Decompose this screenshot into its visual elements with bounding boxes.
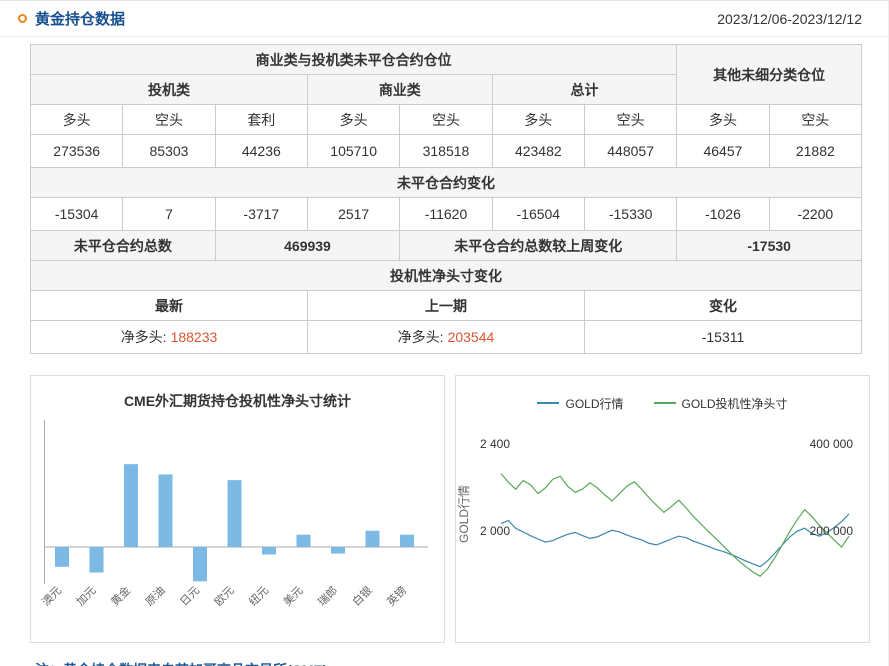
net-col-change: 变化 <box>583 290 863 321</box>
svg-text:瑞郎: 瑞郎 <box>315 583 340 608</box>
footer-note: 注：黄金持仓数据来自芝加哥商品交易所(CME) <box>18 660 327 666</box>
net-latest-label: 净多头: <box>120 329 167 345</box>
line-chart: 2 400 2 000 400 000 200 000 GOLD行情 <box>457 437 854 577</box>
svg-text:200 000: 200 000 <box>810 524 854 538</box>
svg-text:原油: 原油 <box>142 583 167 608</box>
page-title: 黄金持仓数据 <box>35 11 126 28</box>
total-label: 未平仓合约总数 <box>30 230 216 261</box>
net-col-latest: 最新 <box>30 290 308 321</box>
net-section-title: 投机性净头寸变化 <box>30 260 862 291</box>
charts-section: CME外汇期货持仓投机性净头寸统计 澳元 加元 黄金 原油 日元 欧元 纽元 美元 瑞郎 白银 英镑… <box>30 375 888 643</box>
table-row: 多头 空头 套利 多头 空头 多头 空头 多头 空头 <box>29 104 863 135</box>
line-chart-panel: GOLD行情 GOLD投机性净头寸 2 400 2 000 400 000 200 0… <box>455 375 870 643</box>
group-speculative: 投机类 <box>30 74 308 105</box>
change-value: 7 <box>122 197 216 231</box>
col-label: 多头 <box>29 104 124 135</box>
position-value: 46457 <box>676 134 770 168</box>
change-section-title: 未平仓合约变化 <box>30 167 862 198</box>
position-value: 105710 <box>306 134 401 168</box>
svg-text:GOLD行情: GOLD行情 <box>457 485 471 543</box>
svg-text:白银: 白银 <box>349 583 374 608</box>
change-value: -1026 <box>676 197 770 231</box>
page-header: 黄金持仓数据 2023/12/06-2023/12/12 <box>0 1 888 37</box>
bar-chart-title: CME外汇期货持仓投机性净头寸统计 <box>123 393 352 409</box>
bar-chart: 澳元 加元 黄金 原油 日元 欧元 纽元 美元 瑞郎 白银 英镑 <box>39 420 428 609</box>
change-value: -16504 <box>491 197 585 231</box>
position-value: 448057 <box>583 134 678 168</box>
change-value: -15304 <box>29 197 124 231</box>
table-row: 商业类与投机类未平仓合约仓位 其他未细分类仓位 <box>29 44 862 105</box>
svg-text:纽元: 纽元 <box>246 583 271 608</box>
table-row: 未平仓合约变化 <box>30 167 862 198</box>
table-row: 273536 85303 44236 105710 318518 423482 … <box>29 134 863 168</box>
table-main-title: 商业类与投机类未平仓合约仓位 <box>29 44 678 75</box>
col-label: 套利 <box>214 104 308 135</box>
week-change-value: -17530 <box>676 230 862 261</box>
change-value: -15330 <box>583 197 678 231</box>
svg-text:400 000: 400 000 <box>810 437 854 451</box>
col-label: 多头 <box>676 104 770 135</box>
svg-text:澳元: 澳元 <box>39 584 64 609</box>
group-commercial: 商业类 <box>306 74 493 105</box>
position-value: 44236 <box>214 134 308 168</box>
col-label: 空头 <box>768 104 863 135</box>
svg-text:日元: 日元 <box>178 585 202 609</box>
date-range: 2023/12/06-2023/12/12 <box>717 10 862 27</box>
position-value: 423482 <box>491 134 585 168</box>
group-total: 总计 <box>491 74 678 105</box>
page-title-group: 黄金持仓数据 <box>18 8 125 29</box>
line-chart-legend: GOLD行情 GOLD投机性净头寸 <box>456 376 869 414</box>
change-value: -2200 <box>768 197 863 231</box>
table-row: 投机类 商业类 总计 <box>30 74 862 105</box>
table-other-title: 其他未细分类仓位 <box>676 44 862 105</box>
positions-table: 商业类与投机类未平仓合约仓位 其他未细分类仓位 投机类 商业类 总计 多头 空头… <box>29 44 863 354</box>
svg-text:加元: 加元 <box>74 584 99 609</box>
table-row: -15304 7 -3717 2517 -11620 -16504 -15330… <box>29 197 863 231</box>
legend-item-gold-price[interactable]: GOLD行情 <box>537 395 624 412</box>
svg-text:欧元: 欧元 <box>212 584 237 609</box>
position-value: 85303 <box>122 134 216 168</box>
col-label: 空头 <box>583 104 678 135</box>
change-value: -11620 <box>399 197 493 231</box>
week-change-label: 未平仓合约总数较上周变化 <box>399 230 678 261</box>
svg-text:美元: 美元 <box>281 584 306 609</box>
svg-text:黄金: 黄金 <box>108 583 133 608</box>
net-previous-label: 净多头: <box>397 329 444 345</box>
change-value: -3717 <box>214 197 308 231</box>
legend-item-net-position[interactable]: GOLD投机性净头寸 <box>653 395 788 412</box>
section-bullet-icon <box>18 14 27 23</box>
change-value: 2517 <box>306 197 401 231</box>
table-row: 最新 上一期 变化 <box>30 290 863 321</box>
bar-chart-panel: CME外汇期货持仓投机性净头寸统计 澳元 加元 黄金 原油 日元 欧元 纽元 美元 瑞郎 白银 英镑 <box>30 375 445 643</box>
net-position-line-swatch <box>653 402 676 404</box>
table-row: 净多头: 188233 净多头: 203544 -15311 <box>30 320 863 354</box>
gold-price-line-swatch <box>537 402 560 404</box>
table-row: 投机性净头寸变化 <box>30 260 862 291</box>
table-row: 未平仓合约总数 469939 未平仓合约总数较上周变化 -17530 <box>30 230 862 261</box>
net-col-previous: 上一期 <box>306 290 585 321</box>
position-value: 21882 <box>768 134 863 168</box>
position-value: 273536 <box>29 134 124 168</box>
legend-label: GOLD投机性净头寸 <box>681 396 788 411</box>
net-latest-cell: 净多头: 188233 <box>30 320 308 354</box>
net-previous-cell: 净多头: 203544 <box>306 320 585 354</box>
col-label: 多头 <box>306 104 401 135</box>
svg-text:2 400: 2 400 <box>480 437 510 451</box>
svg-text:2 000: 2 000 <box>480 524 510 538</box>
col-label: 多头 <box>491 104 585 135</box>
legend-label: GOLD行情 <box>565 396 624 411</box>
total-value: 469939 <box>214 230 401 261</box>
footer-text: 注：黄金持仓数据来自芝加哥商品交易所(CME) <box>35 660 327 666</box>
col-label: 空头 <box>122 104 216 135</box>
svg-text:英镑: 英镑 <box>384 583 409 608</box>
position-value: 318518 <box>399 134 493 168</box>
col-label: 空头 <box>399 104 493 135</box>
net-latest-value: 188233 <box>170 329 218 345</box>
net-previous-value: 203544 <box>447 329 495 345</box>
net-change-value: -15311 <box>583 320 863 354</box>
